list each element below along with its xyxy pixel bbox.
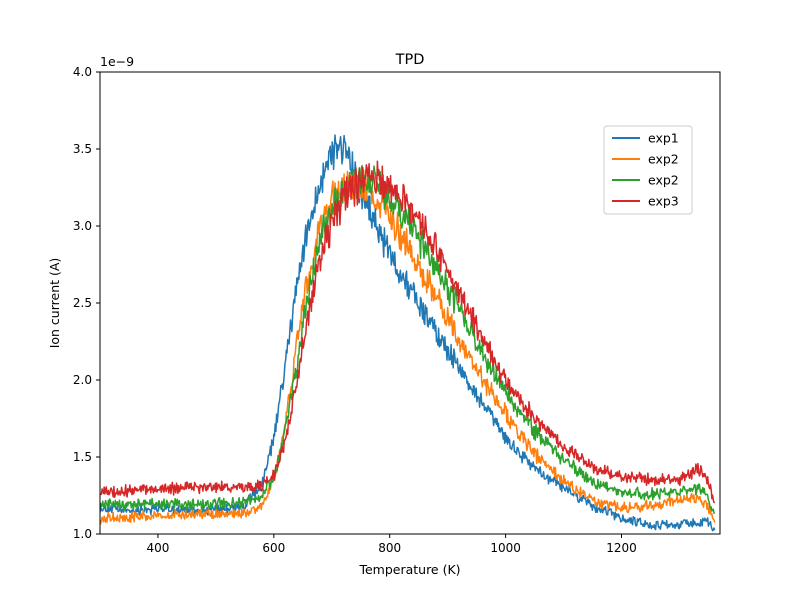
y-axis-label: Ion current (A) <box>47 258 62 349</box>
series-line-1 <box>100 134 716 532</box>
y-tick-label: 3.0 <box>73 219 92 233</box>
x-tick-label: 400 <box>146 541 169 555</box>
x-tick-label: 800 <box>378 541 401 555</box>
y-tick-label: 3.5 <box>73 142 92 156</box>
y-axis: 1.0 1.5 2.0 2.5 3.0 3.5 4.0 <box>73 65 100 541</box>
legend-label: exp2 <box>648 173 679 188</box>
series-line-3 <box>100 164 716 514</box>
x-axis: 400 600 800 1000 1200 <box>146 534 637 555</box>
series-line-2 <box>100 169 716 525</box>
legend-label: exp1 <box>648 131 679 146</box>
legend-box <box>603 125 693 215</box>
series-line-4 <box>100 160 716 504</box>
x-tick-label: 1000 <box>490 541 521 555</box>
y-tick-label: 1.5 <box>73 450 92 464</box>
x-tick-label: 600 <box>262 541 285 555</box>
y-offset-label: 1e−9 <box>100 54 134 69</box>
legend-label: exp2 <box>648 152 679 167</box>
y-tick-label: 2.0 <box>73 373 92 387</box>
x-tick-label: 1200 <box>606 541 637 555</box>
x-axis-label: Temperature (K) <box>358 562 460 577</box>
chart-title: TPD <box>395 52 425 68</box>
series-layer <box>100 134 716 532</box>
legend-label: exp3 <box>648 194 679 209</box>
y-tick-label: 1.0 <box>73 527 92 541</box>
legend: exp1 exp2 exp2 exp3 <box>603 125 693 215</box>
y-tick-label: 4.0 <box>73 65 92 79</box>
y-tick-label: 2.5 <box>73 296 92 310</box>
